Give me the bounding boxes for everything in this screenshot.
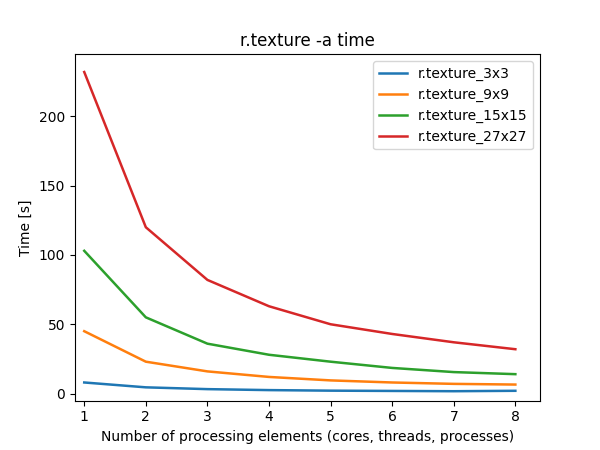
r.texture_27x27 (204, 277, 211, 283)
Y-axis label: Time [s]: Time [s] (19, 199, 34, 256)
r.texture_27x27 (450, 340, 457, 345)
r.texture_15x15 (204, 341, 211, 346)
r.texture_9x9 (450, 381, 457, 387)
r.texture_15x15 (512, 371, 519, 377)
r.texture_27x27 (327, 322, 334, 327)
r.texture_27x27 (80, 69, 88, 75)
r.texture_3x3 (327, 388, 334, 393)
r.texture_9x9 (142, 359, 149, 364)
r.texture_15x15 (265, 352, 272, 357)
r.texture_9x9 (204, 369, 211, 374)
r.texture_3x3 (204, 387, 211, 392)
r.texture_9x9 (265, 374, 272, 380)
r.texture_15x15 (389, 365, 396, 371)
Line: r.texture_3x3: r.texture_3x3 (84, 382, 515, 391)
r.texture_27x27 (389, 331, 396, 337)
r.texture_27x27 (142, 225, 149, 230)
r.texture_3x3 (265, 387, 272, 393)
Title: r.texture -a time: r.texture -a time (240, 32, 375, 50)
Line: r.texture_27x27: r.texture_27x27 (84, 72, 515, 349)
r.texture_3x3 (80, 380, 88, 385)
r.texture_9x9 (389, 380, 396, 385)
r.texture_3x3 (389, 388, 396, 394)
X-axis label: Number of processing elements (cores, threads, processes): Number of processing elements (cores, th… (101, 430, 514, 444)
r.texture_15x15 (80, 248, 88, 253)
r.texture_3x3 (512, 388, 519, 393)
r.texture_9x9 (80, 328, 88, 334)
r.texture_15x15 (450, 369, 457, 375)
r.texture_27x27 (265, 304, 272, 309)
r.texture_9x9 (512, 382, 519, 387)
r.texture_15x15 (142, 315, 149, 320)
r.texture_15x15 (327, 359, 334, 364)
r.texture_3x3 (142, 385, 149, 390)
Line: r.texture_15x15: r.texture_15x15 (84, 251, 515, 374)
Line: r.texture_9x9: r.texture_9x9 (84, 331, 515, 385)
r.texture_3x3 (450, 388, 457, 394)
Legend: r.texture_3x3, r.texture_9x9, r.texture_15x15, r.texture_27x27: r.texture_3x3, r.texture_9x9, r.texture_… (373, 61, 533, 149)
r.texture_27x27 (512, 346, 519, 352)
r.texture_9x9 (327, 378, 334, 383)
